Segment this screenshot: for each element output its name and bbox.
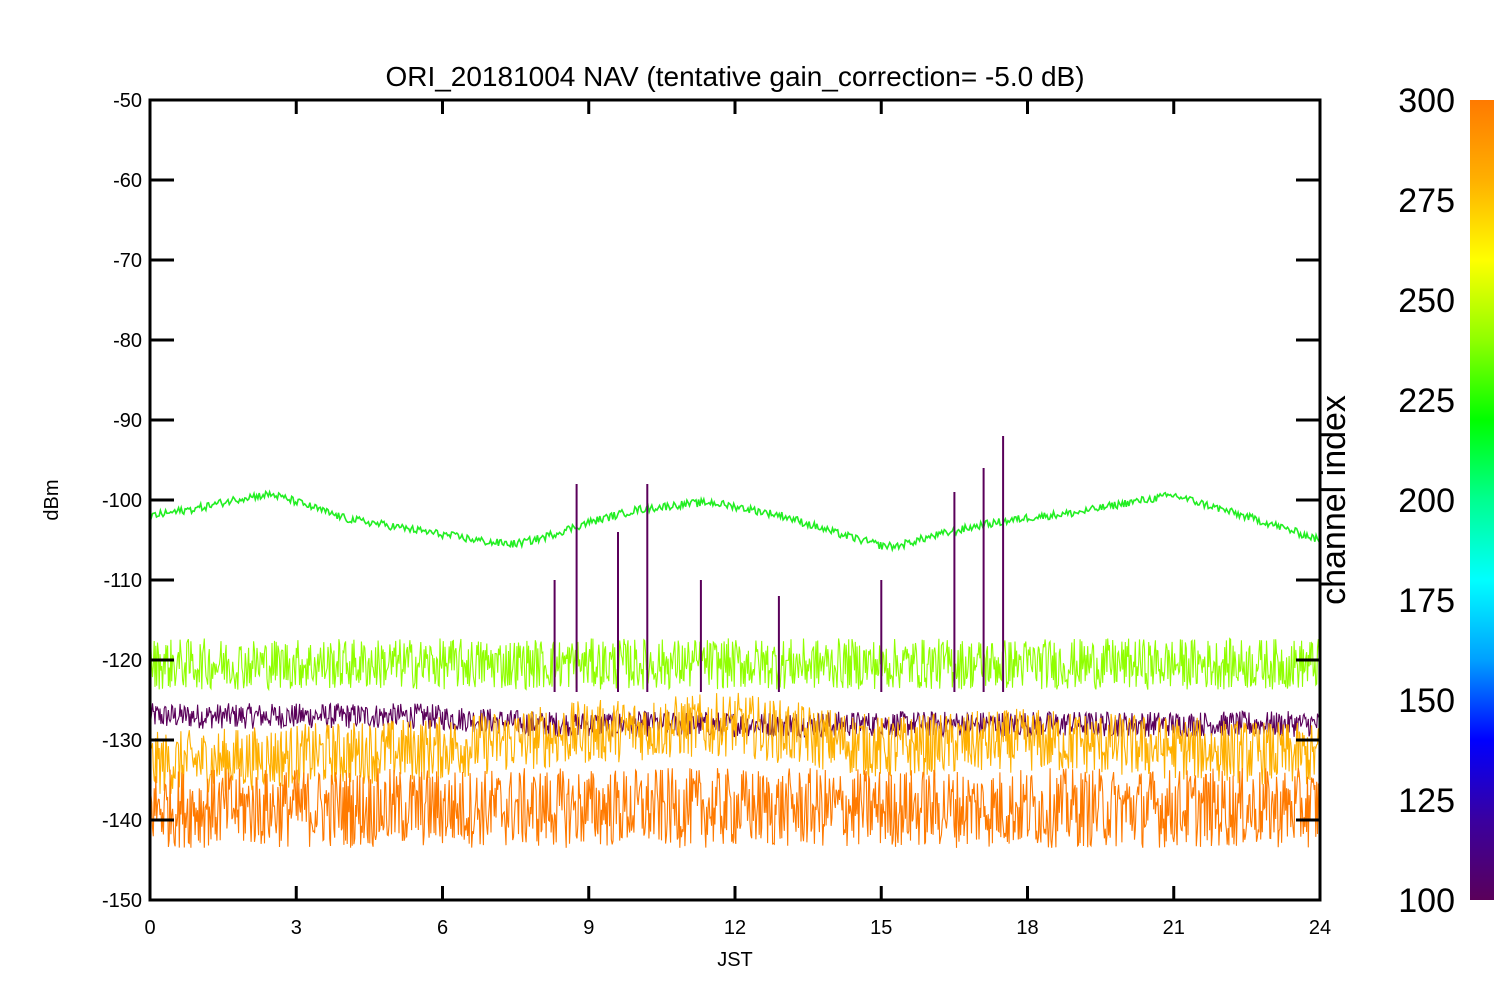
y-tick-label: -60	[113, 170, 142, 192]
axes: 0 3 6 9 12 15 18 21 24 -50 -60 -70 -80 -90 -100 -110 -12…	[102, 90, 1331, 939]
colorbar-tick-label: 200	[1398, 482, 1455, 520]
x-tick-label: 6	[437, 917, 448, 939]
y-tick-label: -110	[103, 570, 142, 592]
colorbar-tick-label: 225	[1398, 382, 1455, 420]
colorbar-label: channel index	[1315, 395, 1353, 605]
colorbar-tick-label: 150	[1398, 682, 1455, 720]
colorbar-tick-label: 300	[1398, 82, 1455, 120]
y-tick-label: -80	[113, 330, 142, 352]
y-tick-label: -120	[102, 650, 142, 672]
plot-area	[149, 436, 1321, 848]
series-line-3	[149, 692, 1321, 794]
x-tick-label: 21	[1163, 917, 1185, 939]
x-tick-label: 15	[870, 917, 892, 939]
x-tick-label: 3	[291, 917, 302, 939]
y-tick-label: -50	[113, 90, 142, 112]
colorbar-tick-label: 250	[1398, 282, 1455, 320]
colorbar-tick-label: 125	[1398, 782, 1455, 820]
y-tick-label: -130	[102, 730, 142, 752]
series-line-2	[149, 702, 1321, 739]
series-line-4	[149, 767, 1321, 848]
y-tick-label: -70	[113, 250, 142, 272]
x-axis-label: JST	[717, 949, 753, 971]
series-line-0	[149, 489, 1321, 553]
y-axis-label: dBm	[41, 479, 63, 520]
colorbar-tick-label: 175	[1398, 582, 1455, 620]
x-tick-label: 0	[144, 917, 155, 939]
colorbar-ticks: 300 275 250 225 200 175 150 125 100	[1398, 82, 1455, 920]
colorbar-tick-label: 100	[1398, 882, 1455, 920]
y-tick-label: -100	[102, 490, 142, 512]
x-tick-label: 9	[583, 917, 594, 939]
chart-title: ORI_20181004 NAV (tentative gain_correct…	[385, 61, 1084, 92]
series-line-1	[149, 637, 1321, 692]
y-tick-label: -140	[102, 810, 142, 832]
x-tick-label: 18	[1016, 917, 1038, 939]
x-tick-label: 24	[1309, 917, 1331, 939]
x-tick-label: 12	[724, 917, 746, 939]
y-tick-label: -150	[102, 890, 142, 912]
colorbar	[1470, 100, 1494, 900]
colorbar-tick-label: 275	[1398, 182, 1455, 220]
y-tick-label: -90	[113, 410, 142, 432]
